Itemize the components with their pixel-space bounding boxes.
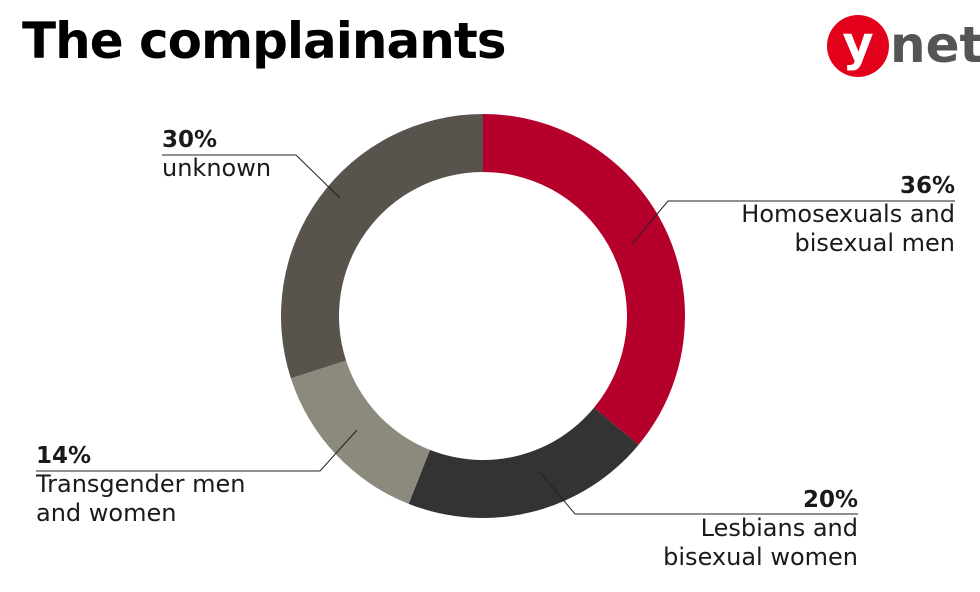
- category-label: Transgender men and women: [36, 470, 246, 527]
- value-label: 36%: [899, 173, 955, 199]
- leader-line: [539, 471, 858, 515]
- donut-segment: [290, 360, 430, 504]
- chart-title: The complainants: [22, 12, 507, 70]
- category-label: unknown: [162, 154, 272, 182]
- slice-label: 30% unknown: [162, 126, 312, 183]
- logo-circle: [827, 15, 889, 77]
- leader-line: [36, 429, 358, 472]
- value-label: 14%: [36, 443, 92, 469]
- value-label: 20%: [802, 487, 858, 513]
- category-label: Lesbians and bisexual women: [663, 514, 858, 571]
- slice-label: 20% Lesbians and bisexual women: [618, 486, 858, 572]
- logo-text: net: [890, 16, 980, 74]
- logo-mark: y: [842, 16, 873, 72]
- value-label: 30%: [162, 127, 218, 153]
- category-label: Homosexuals and bisexual men: [741, 200, 955, 257]
- donut-segment: [483, 114, 685, 445]
- slice-label: 36% Homosexuals and bisexual men: [685, 172, 955, 258]
- donut-segment: [408, 407, 639, 518]
- leader-line: [162, 154, 341, 199]
- slice-label: 14% Transgender men and women: [36, 442, 286, 528]
- leader-line: [631, 200, 955, 245]
- donut-segment: [281, 114, 483, 379]
